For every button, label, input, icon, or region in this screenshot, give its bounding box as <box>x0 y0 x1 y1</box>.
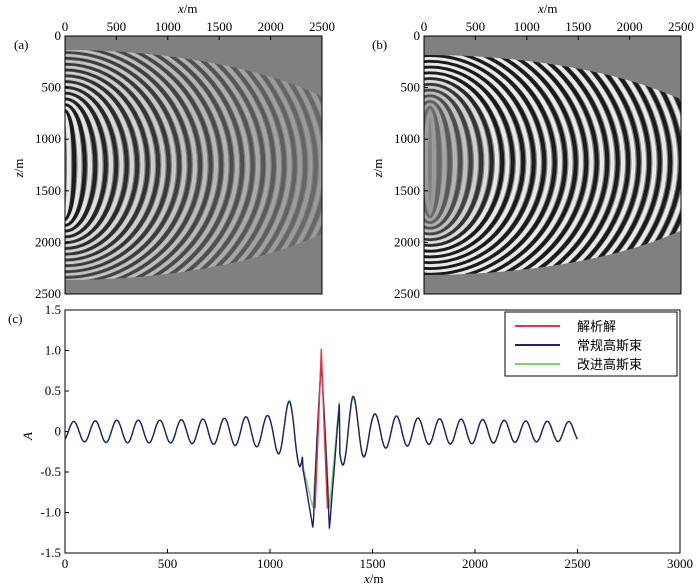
y-tick-label: -0.5 <box>40 464 61 479</box>
wavefront-crest <box>329 55 531 269</box>
wavefront-trough <box>303 41 557 283</box>
panel-c-axes: 0 500 1000 1500 2000 2500 3000 1.5 1.0 0.5 0 -0.5 -1… <box>40 302 693 571</box>
z-tick-label: 2000 <box>35 234 61 249</box>
x-tick-label: 0 <box>421 19 428 34</box>
z-tick-label: 1500 <box>35 183 61 198</box>
panel-b-label: (b) <box>372 37 387 52</box>
z-tick-label: 1500 <box>394 183 420 198</box>
wavefront-trough <box>355 70 505 254</box>
wavefront-trough <box>250 12 610 312</box>
wavefront-trough <box>397 93 463 231</box>
legend-label: 常规高斯束 <box>577 338 642 354</box>
wavefront-crest <box>350 67 510 257</box>
wavefront-trough <box>261 18 599 306</box>
wavefront-trough <box>418 104 442 220</box>
panel-c-label: (c) <box>8 311 22 326</box>
wavefront-trough <box>334 58 526 266</box>
z-tick-label: 2500 <box>394 286 420 301</box>
x-tick-label: 1000 <box>514 19 540 34</box>
z-tick-label: 0 <box>414 28 421 43</box>
wavefront-crest <box>308 44 552 280</box>
y-tick-label: 1.0 <box>45 343 61 358</box>
panel-b-axes: 0 500 1000 1500 2000 2500 0 500 1000 1500 2000 2500 <box>394 19 694 301</box>
panel-b-frame <box>423 35 682 295</box>
panel-c-xlabel: x/m <box>363 571 384 586</box>
wavefront-crest <box>287 32 573 292</box>
wavefront-crest <box>298 38 562 286</box>
x-tick-label: 0 <box>62 19 69 34</box>
x-tick-label: 3000 <box>667 556 693 571</box>
wavefront-trough <box>408 99 452 225</box>
panel-b-xlabel: x/m <box>537 1 558 16</box>
legend-label: 改进高斯束 <box>577 357 642 373</box>
series-line-analytic <box>314 348 329 509</box>
panel-a-label: (a) <box>14 37 28 52</box>
x-tick-label: 500 <box>466 19 486 34</box>
panel-c: (c) 0 500 1000 1500 2000 2500 3000 1.5 1.0 0.5 0 -0… <box>8 302 693 586</box>
x-tick-label: 2500 <box>668 19 694 34</box>
x-tick-label: 2500 <box>565 556 591 571</box>
wavefront-crest <box>392 90 468 234</box>
wavefront-trough <box>313 47 547 277</box>
y-tick-label: -1.5 <box>40 545 61 560</box>
panel-c-ylabel: A <box>20 432 35 441</box>
wavefront-crest <box>256 15 604 309</box>
wavefront-crest <box>361 73 499 251</box>
panel-b-zlabel: z/m <box>370 159 385 179</box>
wavefront-crest <box>340 61 520 263</box>
z-tick-label: 1000 <box>394 131 420 146</box>
wavefront-crest <box>382 84 478 240</box>
z-tick-label: 2500 <box>35 286 61 301</box>
x-tick-label: 500 <box>158 556 178 571</box>
y-tick-label: 0 <box>55 424 62 439</box>
panel-c-series <box>64 348 578 529</box>
wavefront-trough <box>324 52 536 272</box>
wavefront-crest <box>266 21 594 303</box>
wavefront-crest <box>371 78 489 246</box>
wavefront-trough <box>387 87 473 237</box>
panel-a-zlabel: z/m <box>11 159 26 179</box>
wavefront-crest <box>413 102 447 222</box>
z-tick-label: 500 <box>42 80 62 95</box>
z-tick-label: 2000 <box>394 234 420 249</box>
x-tick-label: 1000 <box>155 19 181 34</box>
x-tick-label: 2000 <box>462 556 488 571</box>
x-tick-label: 2000 <box>617 19 643 34</box>
wavefront-crest <box>403 96 457 228</box>
z-tick-label: 500 <box>401 80 421 95</box>
panel-a-xlabel: x/m <box>177 1 198 16</box>
x-tick-label: 1000 <box>257 556 283 571</box>
x-tick-label: 1500 <box>565 19 591 34</box>
wavefront-crest <box>424 107 436 217</box>
wavefront-trough <box>282 29 578 295</box>
x-tick-label: 1500 <box>360 556 386 571</box>
wavefront-trough <box>345 64 515 260</box>
wavefront-trough <box>271 24 589 300</box>
wavefront-trough <box>366 76 494 248</box>
z-tick-label: 0 <box>55 28 62 43</box>
x-tick-label: 500 <box>107 19 127 34</box>
x-tick-label: 0 <box>62 556 69 571</box>
wavefront-trough <box>376 81 484 243</box>
wavefront-crest <box>277 26 583 298</box>
legend-label: 解析解 <box>577 320 616 335</box>
y-tick-label: 0.5 <box>45 383 61 398</box>
wavefront-crest <box>319 50 541 274</box>
z-tick-label: 1000 <box>35 131 61 146</box>
y-tick-label: 1.5 <box>45 302 61 317</box>
wavefront-trough <box>292 35 568 289</box>
y-tick-label: -1.0 <box>40 505 61 520</box>
